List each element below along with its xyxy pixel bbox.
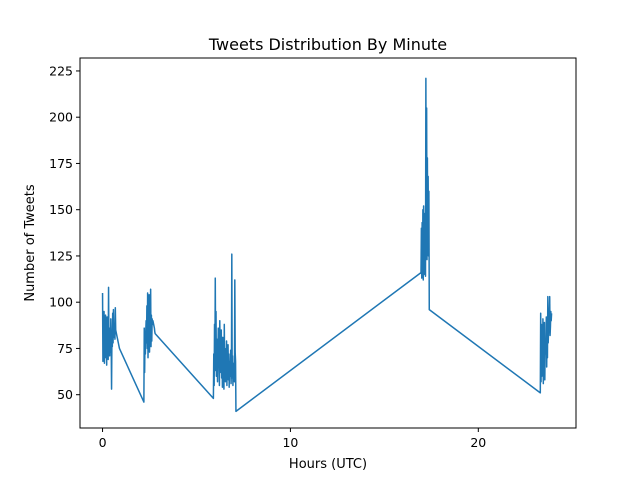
y-axis-label: Number of Tweets (23, 184, 38, 302)
y-tick-label: 200 (49, 110, 73, 125)
series-line-0 (101, 77, 553, 413)
y-tick-label: 175 (49, 156, 73, 171)
plot-layer (101, 77, 553, 413)
y-tick-label: 225 (49, 63, 73, 78)
y-tick-label: 75 (57, 341, 73, 356)
chart-title: Tweets Distribution By Minute (208, 35, 447, 54)
x-tick-label: 0 (99, 435, 107, 450)
x-tick-label: 20 (470, 435, 486, 450)
x-axis-label: Hours (UTC) (289, 457, 367, 472)
plot-frame (79, 57, 577, 429)
y-tick-label: 50 (57, 387, 73, 402)
y-tick-label: 125 (49, 248, 73, 263)
x-tick-label: 10 (282, 435, 298, 450)
y-tick-label: 150 (49, 202, 73, 217)
y-axis-ticks: 50 75 100 125 150 175 200 225 (49, 63, 80, 402)
x-axis-ticks: 0 10 20 (99, 428, 486, 450)
y-tick-label: 100 (49, 295, 73, 310)
